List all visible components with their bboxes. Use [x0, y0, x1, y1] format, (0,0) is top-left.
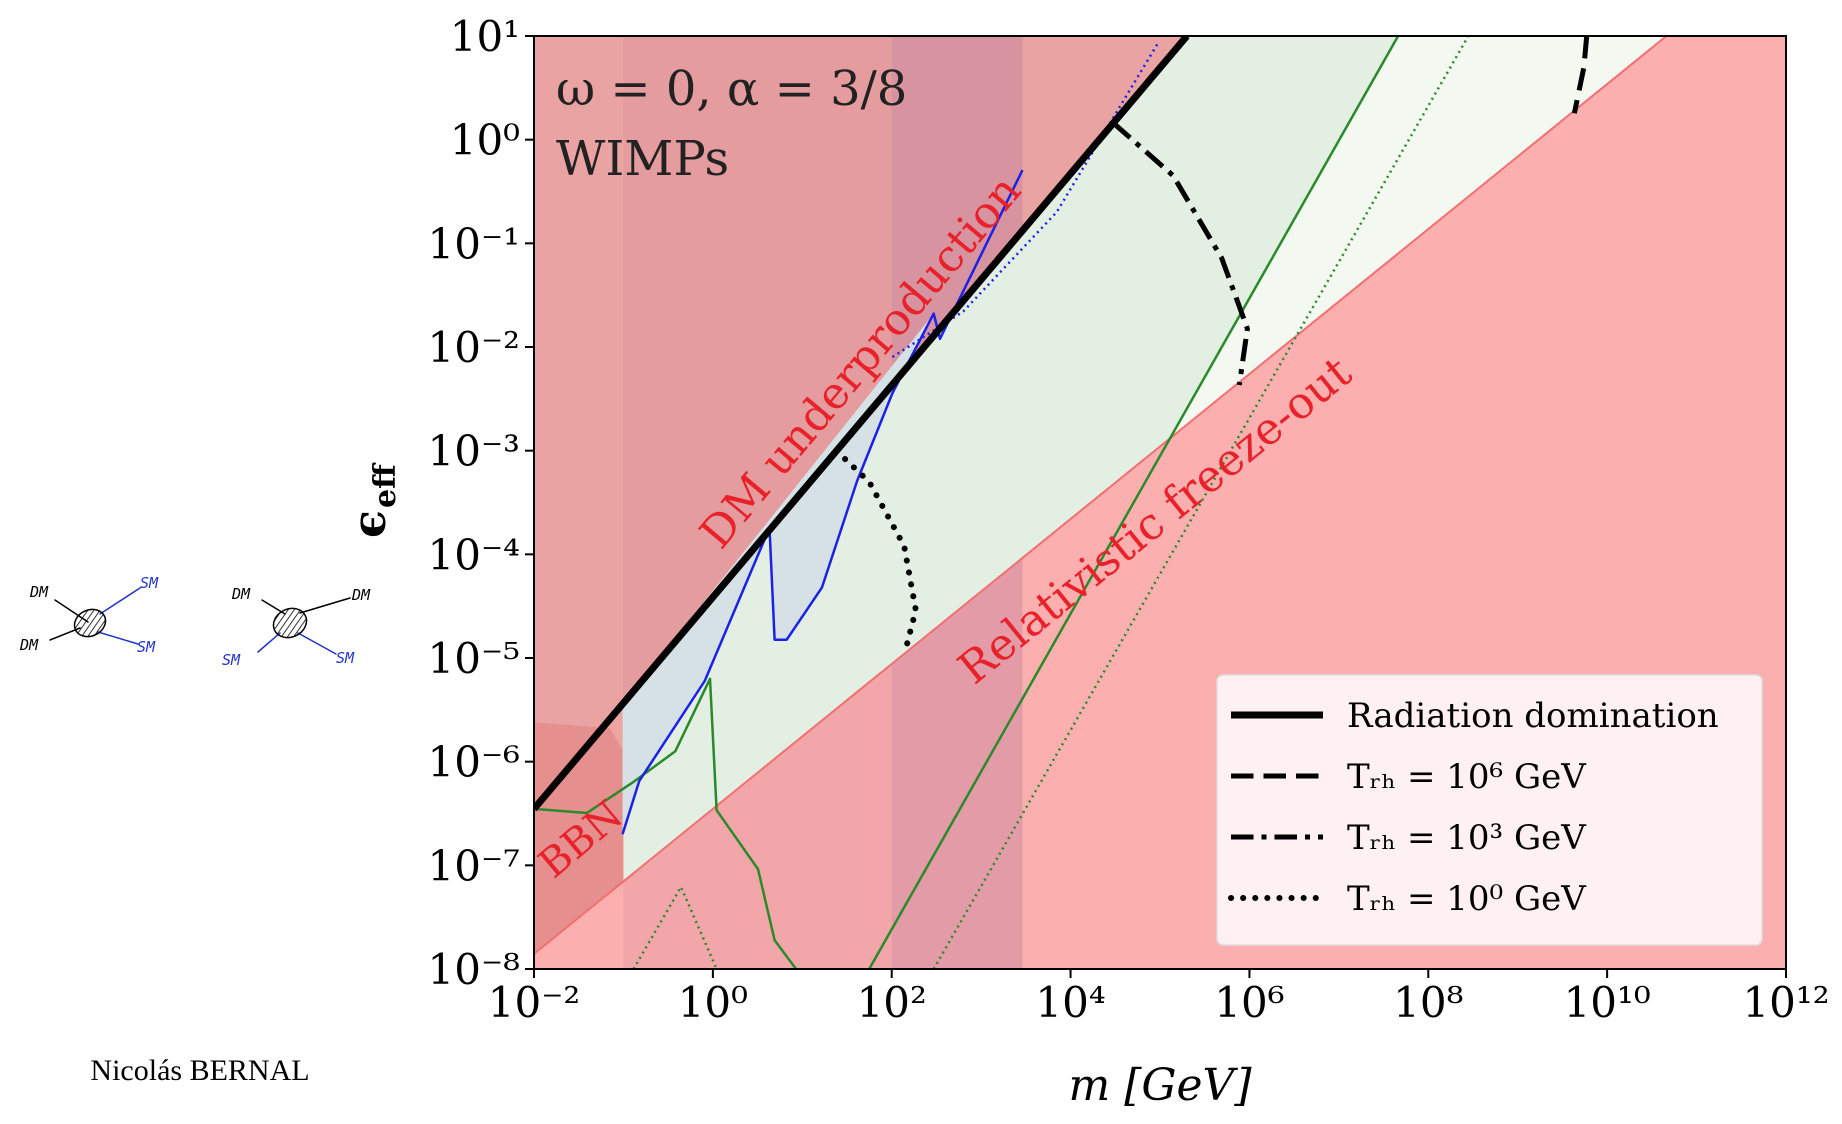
diagram-label: DM [29, 583, 49, 601]
diagram-label: SM [140, 574, 159, 592]
x-tick-label: 10⁴ [1035, 978, 1105, 1027]
diagram-label: DM [19, 636, 39, 654]
x-tick-label: 10⁸ [1393, 978, 1463, 1027]
region-edge [534, 36, 1668, 955]
series-line [1111, 121, 1250, 386]
x-tick-label: 10¹² [1742, 978, 1829, 1027]
diagram-label: DM [231, 585, 251, 603]
legend-label: Tᵣₕ = 10³ GeV [1347, 818, 1587, 858]
legend-label: Tᵣₕ = 10⁶ GeV [1347, 757, 1587, 797]
y-tick-label: 10⁻⁵ [428, 634, 520, 683]
x-tick-label: 10⁰ [678, 978, 748, 1027]
legend-label: Radiation domination [1347, 696, 1719, 736]
y-tick-label: 10⁻³ [428, 427, 520, 476]
legend-box [1216, 674, 1763, 946]
y-tick-label: 10¹ [450, 12, 520, 61]
annotation: WIMPs [556, 131, 729, 187]
y-tick-label: 10⁰ [450, 116, 520, 165]
diagram-label: SM [137, 638, 156, 656]
footer: Nicolás BERNAL [90, 1054, 309, 1087]
y-axis-label-subscript: eff [368, 462, 403, 508]
diagram-label: SM [336, 649, 355, 667]
series-line [833, 447, 919, 658]
x-tick-label: 10² [857, 978, 927, 1027]
y-tick-label: 10⁻⁸ [428, 945, 520, 994]
series-line [534, 36, 1190, 812]
y-axis-label-main: ϵ [342, 510, 396, 538]
y-tick-label: 10⁻⁷ [428, 841, 520, 890]
diagram-label: SM [222, 651, 241, 669]
y-tick-label: 10⁻² [428, 323, 520, 372]
x-axis-label: m [GeV] [1068, 1060, 1252, 1111]
series-line [1571, 36, 1590, 114]
annotation: ω = 0, α = 3/8 [556, 61, 907, 117]
allowed-region [623, 36, 1399, 882]
legend-label: Tᵣₕ = 10⁰ GeV [1347, 879, 1587, 919]
x-tick-label: 10⁶ [1214, 978, 1284, 1027]
plot-frame [533, 35, 1787, 970]
series-line [621, 169, 1024, 835]
y-tick-label: 10⁻⁶ [428, 738, 520, 787]
y-tick-label: 10⁻⁴ [428, 530, 520, 579]
series-line [632, 885, 718, 969]
series-line [868, 36, 1400, 969]
diagram [49, 587, 351, 655]
y-tick-label: 10⁻¹ [428, 219, 520, 268]
x-tick-label: 10¹⁰ [1564, 978, 1651, 1027]
diagram-label: DM [351, 586, 371, 604]
allowed-region [622, 313, 934, 835]
series-line [534, 677, 798, 969]
x-tick-label: 10⁻² [488, 978, 580, 1027]
